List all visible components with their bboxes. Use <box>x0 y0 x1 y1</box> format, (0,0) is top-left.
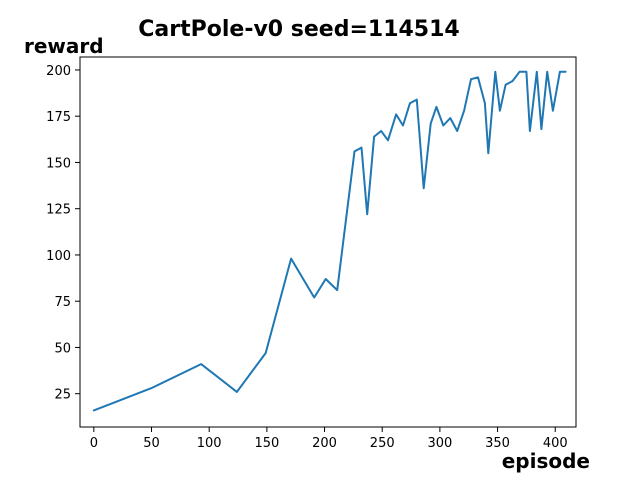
chart-title: CartPole-v0 seed=114514 <box>138 17 459 42</box>
x-tick-label: 350 <box>485 436 510 451</box>
x-tick-label: 200 <box>312 436 337 451</box>
y-axis-label: reward <box>24 34 104 58</box>
x-tick-label: 100 <box>197 436 222 451</box>
reward-series-line <box>92 70 567 412</box>
x-tick-label: 50 <box>143 436 160 451</box>
y-tick-label: 200 <box>46 64 71 79</box>
y-tick-label: 100 <box>46 249 71 264</box>
plot-area <box>92 70 567 412</box>
y-tick-label: 50 <box>54 341 71 356</box>
x-tick-label: 0 <box>90 436 98 451</box>
y-tick-label: 125 <box>46 203 71 218</box>
y-tick-label: 25 <box>54 388 71 403</box>
x-tick-label: 150 <box>254 436 279 451</box>
x-axis-label: episode <box>502 449 590 473</box>
y-tick-label: 175 <box>46 110 71 125</box>
x-tick-label: 250 <box>370 436 395 451</box>
x-tick-label: 300 <box>427 436 452 451</box>
x-tick-label: 400 <box>543 436 568 451</box>
axes-frame <box>79 56 577 428</box>
y-tick-label: 150 <box>46 156 71 171</box>
axis-ticks: 0 50 100 150 200 250 300 350 400 25 50 75 100 125 150 1… <box>46 64 567 451</box>
y-tick-label: 75 <box>54 295 71 310</box>
